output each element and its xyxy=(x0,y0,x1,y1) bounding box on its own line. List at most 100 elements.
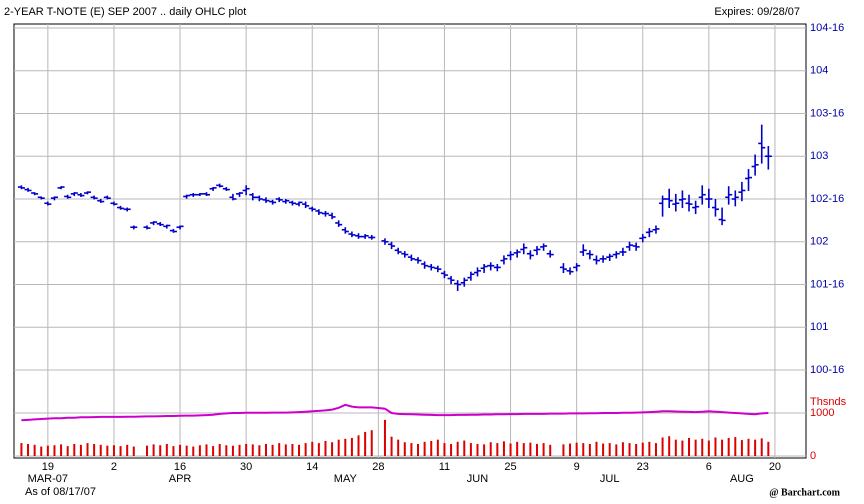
y-tick-label: 103-16 xyxy=(810,107,844,119)
volume-bar xyxy=(383,419,386,456)
volume-bar xyxy=(73,443,76,456)
volume-bar xyxy=(40,446,43,456)
x-tick-label: 28 xyxy=(372,461,384,473)
chart-title: 2-YEAR T-NOTE (E) SEP 2007 .. daily OHLC… xyxy=(4,6,246,18)
volume-bar xyxy=(99,444,102,456)
volume-bar xyxy=(53,445,56,456)
x-tick-label: 30 xyxy=(240,461,252,473)
volume-bar xyxy=(251,444,254,456)
month-label: JUL xyxy=(600,473,620,485)
volume-bar xyxy=(529,442,532,456)
volume-bar xyxy=(179,444,182,456)
y-tick-label: 100-16 xyxy=(810,364,844,376)
x-tick-label: 23 xyxy=(637,461,649,473)
volume-bar xyxy=(430,440,433,456)
month-label: APR xyxy=(169,473,192,485)
volume-bar xyxy=(20,443,23,456)
x-tick-label: 6 xyxy=(706,461,712,473)
volume-bar xyxy=(298,444,301,456)
volume-bar xyxy=(456,441,459,456)
volume-bar xyxy=(284,444,287,456)
volume-bar xyxy=(436,439,439,456)
volume-bar xyxy=(264,443,267,456)
volume-bar xyxy=(185,445,188,456)
volume-bar xyxy=(357,435,360,456)
x-tick-label: 16 xyxy=(174,461,186,473)
volume-bar xyxy=(417,443,420,456)
volume-bar xyxy=(522,443,525,456)
volume-bar xyxy=(602,443,605,456)
volume-bar xyxy=(476,443,479,456)
volume-bar xyxy=(46,445,49,456)
volume-bar xyxy=(701,438,704,456)
volume-bar xyxy=(714,437,717,456)
volume-bar xyxy=(489,442,492,456)
volume-bar xyxy=(588,443,591,456)
volume-bar xyxy=(112,445,115,456)
volume-bar xyxy=(615,444,618,456)
volume-bar xyxy=(245,443,248,456)
volume-bar xyxy=(60,444,63,456)
volume-bar xyxy=(569,443,572,456)
volume-bar xyxy=(450,443,453,456)
volume-bar xyxy=(397,439,400,456)
y-tick-label: 101-16 xyxy=(810,278,844,290)
volume-bar xyxy=(410,443,413,456)
volume-bar xyxy=(132,446,135,456)
x-tick-label: 20 xyxy=(769,461,781,473)
volume-bar xyxy=(344,438,347,456)
volume-bar xyxy=(463,440,466,456)
volume-bar xyxy=(694,439,697,456)
y-tick-label: 103 xyxy=(810,150,828,162)
volume-bar xyxy=(198,445,201,456)
volume-bar xyxy=(271,444,274,456)
volume-bar xyxy=(721,439,724,456)
volume-bar xyxy=(165,443,168,456)
volume-bar xyxy=(79,444,82,456)
volume-bar xyxy=(324,440,327,456)
volume-bar xyxy=(740,440,743,456)
month-label: MAR-07 xyxy=(28,473,68,485)
volume-bar xyxy=(542,443,545,456)
volume-bar xyxy=(370,430,373,456)
volume-bar xyxy=(304,443,307,456)
volume-bar xyxy=(159,445,162,456)
volume-bar xyxy=(483,444,486,456)
volume-bar xyxy=(172,446,175,456)
volume-bar xyxy=(747,438,750,456)
volume-bar xyxy=(509,443,512,456)
volume-bar xyxy=(621,442,624,456)
volume-bar xyxy=(635,443,638,456)
volume-bar xyxy=(496,443,499,456)
volume-tick-label: 1000 xyxy=(810,407,834,419)
volume-bar xyxy=(688,437,691,456)
month-label: AUG xyxy=(730,473,754,485)
volume-bar xyxy=(668,436,671,456)
volume-bar xyxy=(364,431,367,456)
volume-bar xyxy=(654,443,657,456)
volume-bar xyxy=(535,443,538,456)
volume-bar xyxy=(126,444,129,456)
x-tick-label: 14 xyxy=(306,461,318,473)
volume-bar xyxy=(760,438,763,456)
volume-bar xyxy=(595,441,598,456)
volume-bar xyxy=(218,443,221,456)
volume-bar xyxy=(212,446,215,456)
volume-bar xyxy=(648,441,651,456)
volume-bar xyxy=(661,437,664,456)
volume-bar xyxy=(628,443,631,456)
volume-bar xyxy=(119,446,122,456)
volume-bar xyxy=(608,443,611,456)
volume-bar xyxy=(403,442,406,456)
volume-bar xyxy=(205,444,208,456)
source: @ Barchart.com xyxy=(769,487,840,498)
volume-bar xyxy=(516,441,519,456)
expires: Expires: 09/28/07 xyxy=(714,6,800,18)
y-tick-label: 102 xyxy=(810,236,828,248)
open-interest-line xyxy=(21,403,769,422)
volume-bar xyxy=(575,442,578,456)
month-label: MAY xyxy=(334,473,358,485)
volume-bar xyxy=(146,445,148,456)
x-tick-label: 11 xyxy=(439,461,450,473)
volume-bar xyxy=(754,439,757,456)
